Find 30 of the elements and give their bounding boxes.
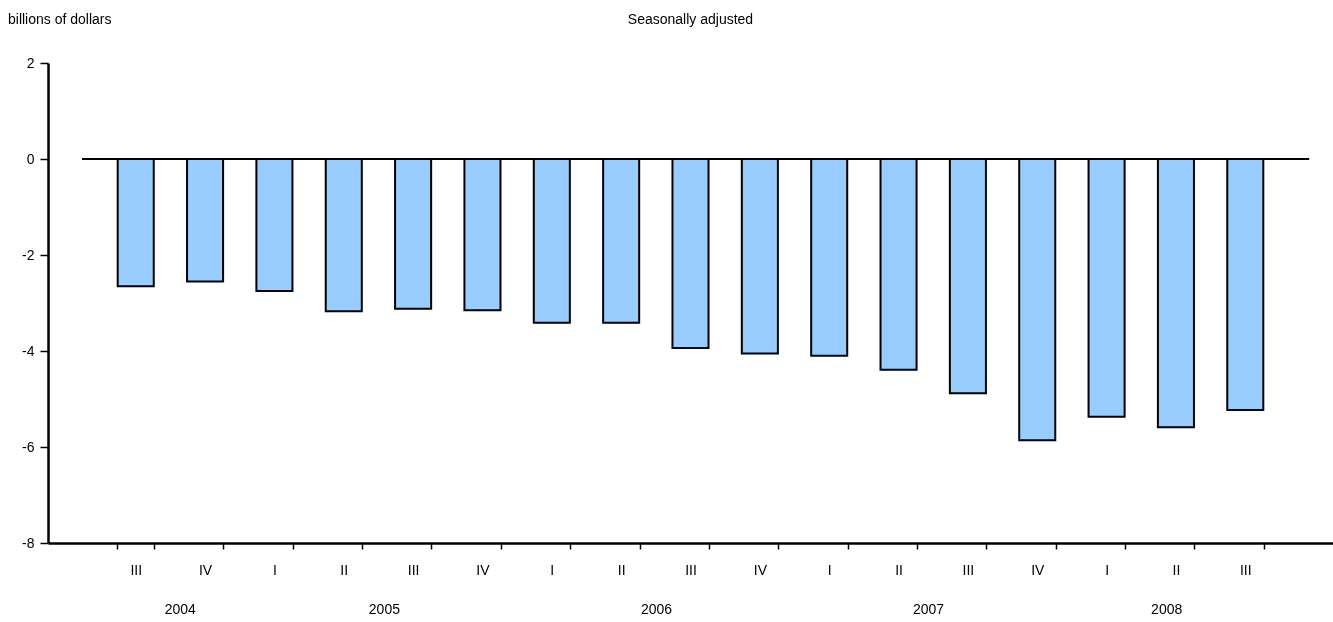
text: 2005 bbox=[368, 601, 401, 617]
x-tick-label: I bbox=[272, 561, 277, 578]
text: 2007 bbox=[913, 601, 945, 617]
x-tick-label: I bbox=[827, 561, 832, 578]
x-tick-label: IV bbox=[476, 561, 491, 578]
text: 2008 bbox=[1151, 601, 1183, 617]
y-tick-label: -2 bbox=[22, 246, 35, 263]
x-tick-label: III bbox=[1239, 561, 1252, 578]
y-tick-label: -6 bbox=[22, 438, 35, 455]
y-axis-title: billions of dollars bbox=[8, 11, 112, 27]
y-tick-label: -4 bbox=[22, 342, 35, 359]
x-tick-label: II bbox=[1172, 561, 1181, 578]
chart-title: Seasonally adjusted bbox=[627, 11, 754, 27]
x-tick-label: II bbox=[340, 561, 349, 578]
text: 2004 bbox=[164, 601, 197, 617]
x-tick-label: III bbox=[962, 561, 975, 578]
x-tick-label: IV bbox=[198, 561, 213, 578]
x-tick-label: III bbox=[685, 561, 697, 578]
y-tick-label: 0 bbox=[26, 150, 35, 167]
y-tick-label: 2 bbox=[26, 54, 35, 71]
x-tick-label: III bbox=[130, 561, 143, 578]
y-tick-label: -8 bbox=[22, 534, 35, 551]
x-tick-label: IV bbox=[753, 561, 768, 578]
x-tick-label: I bbox=[1105, 561, 1110, 578]
x-tick-label: III bbox=[407, 561, 420, 578]
text: 2006 bbox=[640, 601, 673, 617]
x-tick-label: IV bbox=[1031, 561, 1046, 578]
x-tick-label: I bbox=[550, 561, 555, 578]
x-tick-label: II bbox=[895, 561, 903, 578]
x-tick-label: II bbox=[617, 561, 626, 578]
